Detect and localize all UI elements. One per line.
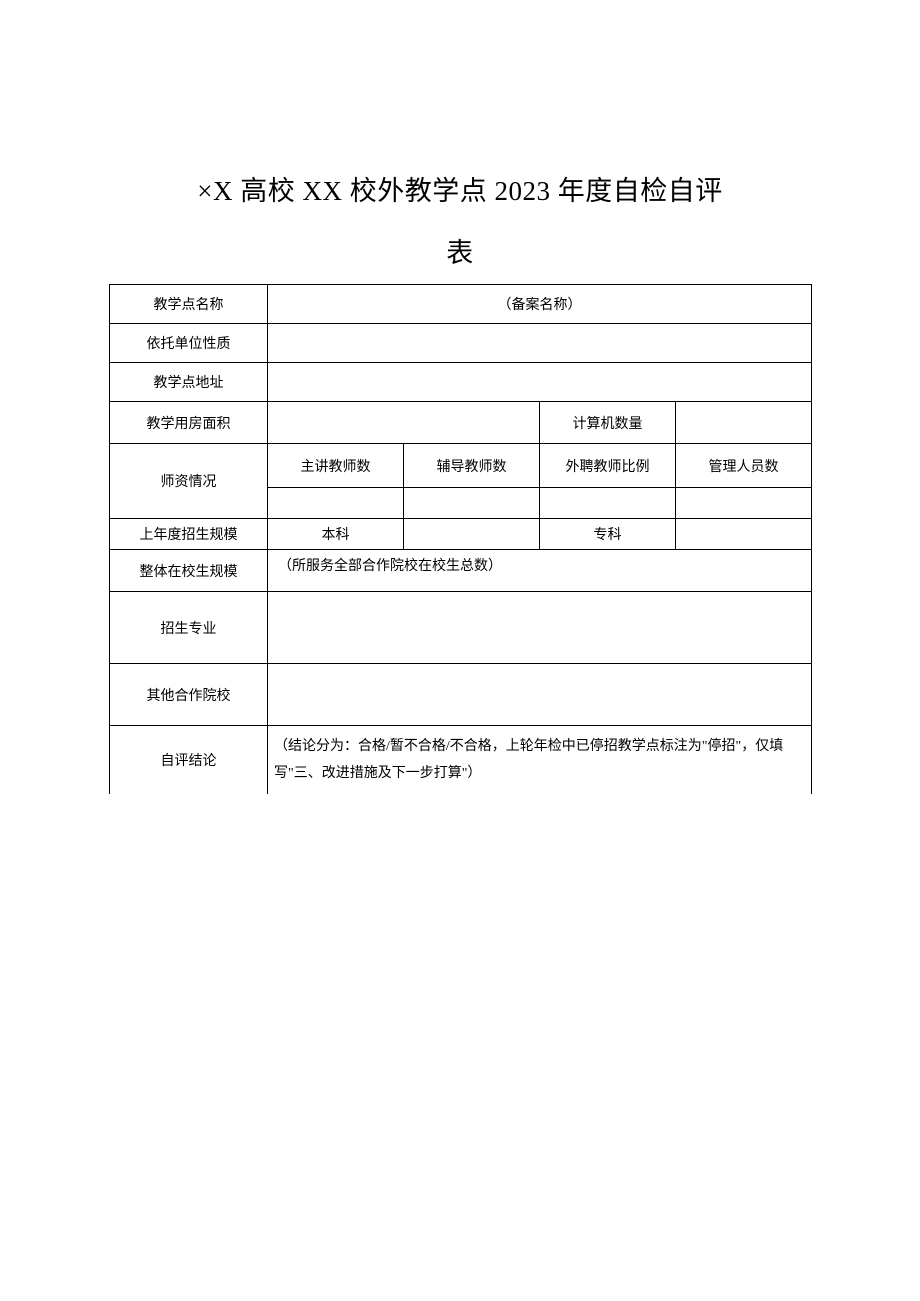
value-manager-count bbox=[676, 488, 812, 519]
label-teaching-point-name: 教学点名称 bbox=[110, 285, 268, 324]
label-faculty: 师资情况 bbox=[110, 444, 268, 519]
label-undergraduate: 本科 bbox=[268, 519, 404, 550]
table-row: 整体在校生规模 （所服务全部合作院校在校生总数） bbox=[110, 550, 812, 592]
value-junior-college bbox=[676, 519, 812, 550]
self-evaluation-table: 教学点名称 （备案名称） 依托单位性质 教学点地址 教学用房面积 计算机数量 师… bbox=[109, 284, 812, 794]
label-computer-count: 计算机数量 bbox=[540, 402, 676, 444]
label-other-colleges: 其他合作院校 bbox=[110, 664, 268, 726]
table-row: 自评结论 （结论分为：合格/暂不合格/不合格，上轮年检中已停招教学点标注为"停招… bbox=[110, 726, 812, 794]
value-computer-count bbox=[676, 402, 812, 444]
value-external-ratio bbox=[540, 488, 676, 519]
label-manager-count: 管理人员数 bbox=[676, 444, 812, 488]
page-title-line1: ×X 高校 XX 校外教学点 2023 年度自检自评 bbox=[109, 170, 811, 213]
value-address bbox=[268, 363, 812, 402]
label-junior-college: 专科 bbox=[540, 519, 676, 550]
table-row: 依托单位性质 bbox=[110, 324, 812, 363]
label-address: 教学点地址 bbox=[110, 363, 268, 402]
table-row: 上年度招生规模 本科 专科 bbox=[110, 519, 812, 550]
label-tutor-count: 辅导教师数 bbox=[404, 444, 540, 488]
label-last-year-enrollment: 上年度招生规模 bbox=[110, 519, 268, 550]
value-total-students-note: （所服务全部合作院校在校生总数） bbox=[268, 550, 812, 592]
document-page: ×X 高校 XX 校外教学点 2023 年度自检自评 表 教学点名称 （备案名称… bbox=[0, 0, 920, 794]
table-row: 教学用房面积 计算机数量 bbox=[110, 402, 812, 444]
table-row: 其他合作院校 bbox=[110, 664, 812, 726]
value-tutor-count bbox=[404, 488, 540, 519]
label-lecturer-count: 主讲教师数 bbox=[268, 444, 404, 488]
value-floor-area bbox=[268, 402, 540, 444]
label-conclusion: 自评结论 bbox=[110, 726, 268, 794]
table-row: 教学点名称 （备案名称） bbox=[110, 285, 812, 324]
page-title-line2: 表 bbox=[109, 231, 811, 270]
value-conclusion-note: （结论分为：合格/暂不合格/不合格，上轮年检中已停招教学点标注为"停招"，仅填写… bbox=[268, 726, 812, 794]
table-row: 教学点地址 bbox=[110, 363, 812, 402]
value-teaching-point-name: （备案名称） bbox=[268, 285, 812, 324]
table-row: 师资情况 主讲教师数 辅导教师数 外聘教师比例 管理人员数 bbox=[110, 444, 812, 488]
label-external-ratio: 外聘教师比例 bbox=[540, 444, 676, 488]
value-majors bbox=[268, 592, 812, 664]
value-lecturer-count bbox=[268, 488, 404, 519]
label-floor-area: 教学用房面积 bbox=[110, 402, 268, 444]
label-total-students: 整体在校生规模 bbox=[110, 550, 268, 592]
label-unit-nature: 依托单位性质 bbox=[110, 324, 268, 363]
table-row: 招生专业 bbox=[110, 592, 812, 664]
value-other-colleges bbox=[268, 664, 812, 726]
label-majors: 招生专业 bbox=[110, 592, 268, 664]
value-unit-nature bbox=[268, 324, 812, 363]
value-undergraduate bbox=[404, 519, 540, 550]
